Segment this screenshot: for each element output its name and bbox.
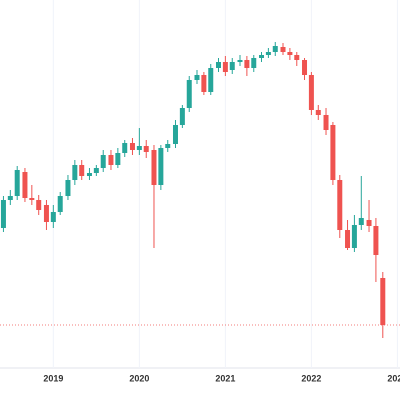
candle-body bbox=[22, 172, 28, 198]
candle-body bbox=[259, 55, 265, 58]
candle-body bbox=[265, 52, 271, 55]
candle-body bbox=[308, 75, 314, 110]
candle-body bbox=[14, 170, 20, 196]
candle-body bbox=[358, 218, 364, 225]
candle-body bbox=[222, 62, 228, 72]
candle-body bbox=[323, 115, 329, 130]
x-tick-label: 2022 bbox=[301, 373, 321, 383]
candle-body bbox=[158, 148, 164, 185]
candle-body bbox=[43, 205, 49, 222]
candle-body bbox=[208, 68, 214, 92]
x-tick-label: 2019 bbox=[43, 373, 63, 383]
candle-body bbox=[100, 155, 106, 168]
candle-body bbox=[351, 225, 357, 248]
candle-body bbox=[57, 196, 63, 212]
candle-body bbox=[72, 165, 78, 180]
candle-body bbox=[186, 80, 192, 108]
candle-body bbox=[272, 46, 278, 52]
candle-body bbox=[115, 153, 121, 165]
candle-body bbox=[36, 200, 42, 210]
x-tick-label: 2021 bbox=[215, 373, 235, 383]
candle-body bbox=[65, 180, 71, 196]
candle-body bbox=[0, 200, 6, 228]
candle-body bbox=[345, 230, 351, 248]
candle-body bbox=[136, 146, 142, 150]
x-tick-label: 2023 bbox=[387, 373, 400, 383]
candle-body bbox=[251, 58, 257, 68]
candle-body bbox=[108, 155, 114, 165]
candle-body bbox=[366, 220, 372, 226]
candle-body bbox=[172, 125, 178, 144]
candle-body bbox=[165, 144, 171, 148]
candle-body bbox=[330, 125, 336, 180]
candle-body bbox=[86, 173, 92, 176]
candle-body bbox=[79, 165, 85, 176]
candle-body bbox=[122, 143, 128, 153]
candle-body bbox=[280, 47, 286, 52]
candle-body bbox=[215, 62, 221, 68]
candle-body bbox=[294, 55, 300, 60]
x-tick-label: 2020 bbox=[129, 373, 149, 383]
candle-body bbox=[337, 180, 343, 230]
candle-body bbox=[244, 60, 250, 68]
candle-body bbox=[287, 52, 293, 55]
candle-body bbox=[179, 108, 185, 125]
candle-body bbox=[29, 198, 35, 200]
candle-body bbox=[151, 150, 157, 185]
candle-body bbox=[93, 168, 99, 173]
candle-body bbox=[194, 75, 200, 80]
candle-body bbox=[129, 143, 135, 150]
candle-body bbox=[201, 75, 207, 92]
candle-body bbox=[373, 226, 379, 255]
candle-body bbox=[315, 110, 321, 115]
candle-body bbox=[237, 60, 243, 62]
candle-body bbox=[143, 146, 149, 152]
candle-body bbox=[7, 196, 13, 200]
candle-body bbox=[380, 278, 386, 325]
candle-body bbox=[302, 60, 308, 75]
candle-body bbox=[229, 62, 235, 70]
candle-body bbox=[50, 212, 56, 222]
